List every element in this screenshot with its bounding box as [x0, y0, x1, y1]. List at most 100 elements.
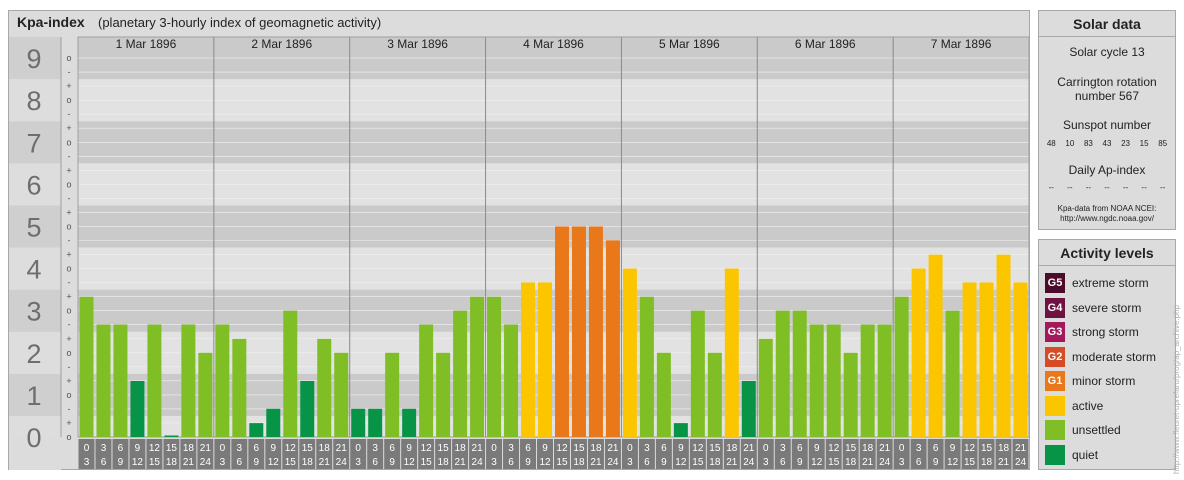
y-sub-label: +	[66, 334, 71, 344]
interval-start-label: 21	[336, 443, 348, 454]
interval-end-label: 6	[508, 457, 514, 468]
kp-bar	[639, 296, 654, 437]
kp-bar	[555, 226, 569, 437]
y-sub-label: +	[66, 376, 71, 386]
legend-item: G3 strong storm	[1045, 322, 1173, 344]
interval-start-label: 0	[84, 443, 90, 454]
y-sub-label: -	[68, 362, 71, 372]
interval-cell	[638, 439, 655, 469]
kp-bar	[79, 296, 94, 437]
label-band-5	[9, 205, 61, 248]
interval-start-label: 15	[981, 443, 993, 454]
interval-start-label: 15	[438, 443, 450, 454]
interval-cell	[282, 439, 299, 469]
y-sub-label: o	[66, 95, 71, 105]
interval-cell	[112, 439, 129, 469]
interval-end-label: 18	[981, 457, 993, 468]
label-band-8	[9, 79, 61, 122]
kp-bar	[860, 324, 875, 437]
interval-end-label: 15	[692, 457, 704, 468]
kp-bar	[419, 324, 434, 437]
label-band-0	[9, 415, 61, 437]
interval-end-label: 9	[525, 457, 531, 468]
kp-bar	[232, 338, 247, 437]
interval-cell	[893, 439, 910, 469]
interval-end-label: 24	[472, 457, 484, 468]
carrington-line2: number 567	[1074, 89, 1140, 103]
interval-start-label: 6	[661, 443, 667, 454]
legend-swatch: G5	[1045, 273, 1065, 293]
interval-cell	[452, 439, 469, 469]
interval-end-label: 15	[421, 457, 433, 468]
day-label: 4 Mar 1896	[523, 37, 584, 51]
interval-cell	[672, 439, 689, 469]
interval-start-label: 18	[183, 443, 195, 454]
kp-bar	[402, 408, 417, 437]
interval-cell	[367, 439, 384, 469]
interval-start-label: 15	[573, 443, 585, 454]
chart-title: Kpa-index	[17, 14, 85, 30]
day-label: 1 Mar 1896	[116, 37, 177, 51]
interval-end-label: 3	[627, 457, 633, 468]
interval-end-label: 18	[302, 457, 314, 468]
interval-end-label: 9	[118, 457, 124, 468]
kp-bar	[334, 352, 349, 437]
y-sub-label: o	[66, 306, 71, 316]
interval-end-label: 15	[285, 457, 297, 468]
level-band-0	[78, 415, 1029, 437]
interval-end-label: 18	[845, 457, 857, 468]
interval-start-label: 21	[200, 443, 212, 454]
kp-bar	[792, 310, 807, 437]
sunspot-value: 15	[1139, 139, 1149, 148]
label-band-4	[9, 247, 61, 290]
interval-end-label: 6	[372, 457, 378, 468]
kp-bar	[147, 324, 162, 437]
kp-bar	[368, 408, 383, 437]
interval-start-label: 9	[678, 443, 684, 454]
interval-cell	[757, 439, 774, 469]
kp-bar	[249, 423, 264, 437]
day-label: 3 Mar 1896	[387, 37, 448, 51]
interval-cell	[791, 439, 808, 469]
sunspot-value: 48	[1046, 139, 1056, 148]
source-line1: Kpa-data from NOAA NCEI:	[1057, 204, 1157, 213]
sunspot-value: 43	[1102, 139, 1112, 148]
interval-cell	[231, 439, 248, 469]
interval-cell	[95, 439, 112, 469]
kp-bar	[130, 381, 145, 437]
legend-item: active	[1045, 395, 1173, 418]
interval-cell	[503, 439, 520, 469]
interval-cell	[129, 439, 146, 469]
y-sub-label: +	[66, 81, 71, 91]
interval-start-label: 3	[372, 443, 378, 454]
legend-item: G1 minor storm	[1045, 371, 1173, 393]
legend-swatch: G4	[1045, 297, 1065, 318]
interval-start-label: 0	[763, 443, 769, 454]
interval-cell	[706, 439, 723, 469]
y-sub-label: o	[66, 221, 71, 231]
kp-bar	[436, 352, 451, 437]
interval-cell	[520, 439, 537, 469]
interval-start-label: 12	[964, 443, 976, 454]
interval-end-label: 3	[355, 457, 361, 468]
interval-end-label: 18	[166, 457, 178, 468]
interval-cell	[418, 439, 435, 469]
interval-cell	[333, 439, 350, 469]
legend-label: minor storm	[1072, 374, 1136, 388]
interval-end-label: 6	[916, 457, 922, 468]
interval-cell	[146, 439, 163, 469]
interval-start-label: 9	[406, 443, 412, 454]
legend-label: extreme storm	[1072, 276, 1149, 290]
interval-cell	[486, 439, 503, 469]
interval-start-label: 0	[220, 443, 226, 454]
interval-end-label: 21	[590, 457, 602, 468]
kp-bar	[809, 324, 824, 437]
ap-value: --	[1048, 183, 1054, 192]
interval-end-label: 21	[998, 457, 1010, 468]
interval-start-label: 9	[271, 443, 277, 454]
interval-end-label: 15	[828, 457, 840, 468]
watermark: http://www.fleuret-uprefaru/prog/ap_arch…	[1172, 305, 1181, 474]
interval-start-label: 15	[709, 443, 721, 454]
y-sub-label: o	[66, 179, 71, 189]
